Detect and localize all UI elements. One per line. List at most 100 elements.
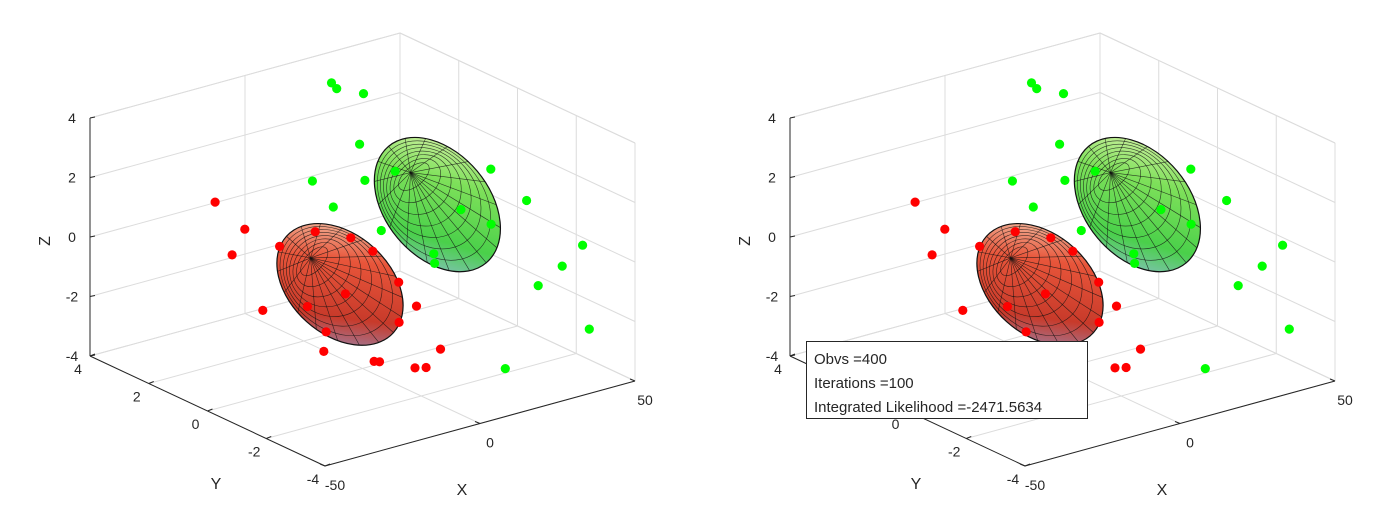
green-ellipsoid-meridian xyxy=(374,172,411,182)
red-ellipsoid-meridian xyxy=(286,236,311,259)
green-ellipsoid-meridian xyxy=(410,172,486,183)
point-s1-18 xyxy=(307,176,317,186)
z-tick xyxy=(789,176,796,178)
point-s0-10 xyxy=(958,305,968,315)
point-s0-1 xyxy=(1010,227,1020,237)
red-ellipsoid-meridian xyxy=(310,227,343,259)
point-s1-8 xyxy=(1186,219,1196,229)
likelihood-text: Integrated Likelihood =-2471.5634 xyxy=(814,399,1043,416)
red-ellipsoid-meridian xyxy=(1010,257,1039,341)
red-ellipsoid-meridian xyxy=(297,257,311,313)
point-s0-15 xyxy=(210,197,220,207)
red-ellipsoid-meridian xyxy=(310,257,394,333)
x-tick-label: 0 xyxy=(1186,435,1194,451)
point-s1-5 xyxy=(360,175,370,185)
point-s0-3 xyxy=(927,250,937,260)
point-s1-9 xyxy=(1257,261,1267,271)
point-s1-6 xyxy=(1186,164,1196,174)
point-s1-10 xyxy=(533,281,543,291)
z-tick-label: -4 xyxy=(766,348,779,364)
point-s1-9 xyxy=(557,261,567,271)
frame-top-right xyxy=(399,32,636,144)
point-s0-14 xyxy=(240,224,250,234)
green-ellipsoid-meridian xyxy=(1110,172,1198,249)
z-tick xyxy=(789,295,796,297)
red-ellipsoid-meridian xyxy=(1010,257,1080,343)
green-ellipsoid-meridian xyxy=(410,172,428,263)
grid-wall-z xyxy=(399,92,636,203)
point-s0-8 xyxy=(1121,362,1131,373)
iterations-text: Iterations =100 xyxy=(814,375,914,392)
red-ellipsoid-meridian xyxy=(284,257,311,293)
x-tick-label: 50 xyxy=(1337,392,1353,408)
point-s1-11 xyxy=(430,258,440,268)
green-ellipsoid-meridian xyxy=(410,172,487,263)
point-s1-16 xyxy=(1129,249,1139,259)
y-tick-label: 4 xyxy=(74,361,82,377)
z-axis-label: Z xyxy=(737,236,754,246)
point-s1-2 xyxy=(1026,78,1037,88)
x-axis-label: X xyxy=(457,482,468,499)
y-tick-label: -4 xyxy=(307,471,320,487)
point-s0-7 xyxy=(435,344,446,354)
point-s0-5 xyxy=(340,289,350,299)
frame-top-right xyxy=(1099,32,1336,144)
grid-back-z xyxy=(789,92,1101,178)
point-s0-17 xyxy=(1111,301,1122,311)
z-tick xyxy=(789,235,796,238)
red-ellipsoid-meridian xyxy=(1000,226,1011,259)
point-s1-14 xyxy=(500,364,510,374)
point-s1-1 xyxy=(358,89,369,99)
y-tick xyxy=(89,353,96,357)
x-tick xyxy=(1174,421,1181,424)
red-ellipsoid-meridian xyxy=(310,257,360,346)
green-ellipsoid-meridian xyxy=(1088,146,1111,173)
point-s1-14 xyxy=(1200,364,1210,374)
grid-wall-z xyxy=(399,270,636,382)
grid-back-z xyxy=(789,211,1101,297)
point-s1-7 xyxy=(1222,195,1232,206)
point-s1-15 xyxy=(1028,202,1038,212)
z-tick xyxy=(789,116,796,119)
red-ellipsoid-meridian xyxy=(1010,257,1102,318)
grid-back-z xyxy=(89,211,401,297)
point-s1-3 xyxy=(1055,139,1065,149)
green-ellipsoid-meridian xyxy=(1110,172,1197,206)
z-tick-label: -2 xyxy=(66,289,79,305)
point-s0-19 xyxy=(319,346,329,356)
red-ellipsoid-meridian xyxy=(1010,257,1103,298)
y-axis-label: Y xyxy=(211,476,222,493)
z-tick-label: -4 xyxy=(66,348,79,364)
point-s0-2 xyxy=(975,241,985,251)
frame-top-back xyxy=(789,32,1101,119)
red-ellipsoid-meridian xyxy=(986,236,1011,259)
point-s1-13 xyxy=(1284,324,1294,334)
point-s0-6 xyxy=(394,317,404,327)
red-ellipsoid-meridian xyxy=(310,257,317,330)
point-s1-12 xyxy=(1076,225,1086,236)
point-s1-16 xyxy=(429,249,439,259)
red-ellipsoid-meridian xyxy=(310,257,396,277)
x-tick xyxy=(629,378,636,382)
red-ellipsoid-meridian xyxy=(300,226,311,259)
x-axis-label: X xyxy=(1157,482,1168,499)
z-tick-label: 4 xyxy=(68,110,76,126)
point-s1-1 xyxy=(1058,89,1069,99)
green-ellipsoid-meridian xyxy=(389,172,411,228)
info-box: Obvs =400 Iterations =100 Integrated Lik… xyxy=(806,341,1088,419)
x-tick-label: -50 xyxy=(1025,477,1045,493)
point-s0-7 xyxy=(1135,344,1146,354)
z-tick-label: 0 xyxy=(68,229,76,245)
green-ellipsoid-meridian xyxy=(410,172,497,206)
point-s0-12 xyxy=(1110,363,1120,373)
point-s0-4 xyxy=(1094,277,1104,287)
y-tick-label: 2 xyxy=(133,389,141,405)
green-ellipsoid-meridian xyxy=(1110,172,1201,228)
grid-wall-z xyxy=(1099,92,1336,203)
point-s0-2 xyxy=(275,241,285,251)
green-ellipsoid-meridian xyxy=(410,172,470,271)
x-tick-label: 50 xyxy=(637,392,653,408)
point-s1-10 xyxy=(1233,281,1243,291)
z-tick-label: 2 xyxy=(768,170,776,186)
